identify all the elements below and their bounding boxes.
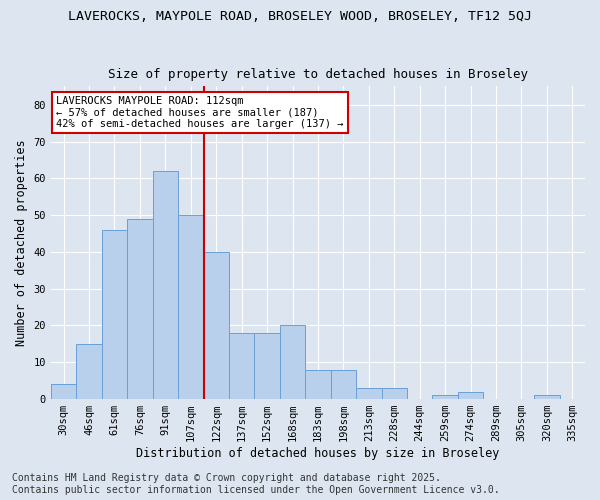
Bar (356, 388, 382, 399)
Bar (433, 396, 458, 399)
Bar (254, 333, 280, 399)
Title: Size of property relative to detached houses in Broseley: Size of property relative to detached ho… (108, 68, 528, 81)
Bar (382, 388, 407, 399)
Text: LAVEROCKS MAYPOLE ROAD: 112sqm
← 57% of detached houses are smaller (187)
42% of: LAVEROCKS MAYPOLE ROAD: 112sqm ← 57% of … (56, 96, 344, 129)
Text: LAVEROCKS, MAYPOLE ROAD, BROSELEY WOOD, BROSELEY, TF12 5QJ: LAVEROCKS, MAYPOLE ROAD, BROSELEY WOOD, … (68, 10, 532, 23)
Y-axis label: Number of detached properties: Number of detached properties (15, 140, 28, 346)
X-axis label: Distribution of detached houses by size in Broseley: Distribution of detached houses by size … (136, 447, 500, 460)
Bar (331, 370, 356, 399)
Bar (229, 333, 254, 399)
Bar (305, 370, 331, 399)
Bar (76, 344, 102, 399)
Bar (458, 392, 483, 399)
Bar (280, 326, 305, 399)
Bar (51, 384, 76, 399)
Bar (127, 219, 152, 399)
Text: Contains HM Land Registry data © Crown copyright and database right 2025.
Contai: Contains HM Land Registry data © Crown c… (12, 474, 500, 495)
Bar (152, 171, 178, 399)
Bar (203, 252, 229, 399)
Bar (102, 230, 127, 399)
Bar (534, 396, 560, 399)
Bar (178, 215, 203, 399)
